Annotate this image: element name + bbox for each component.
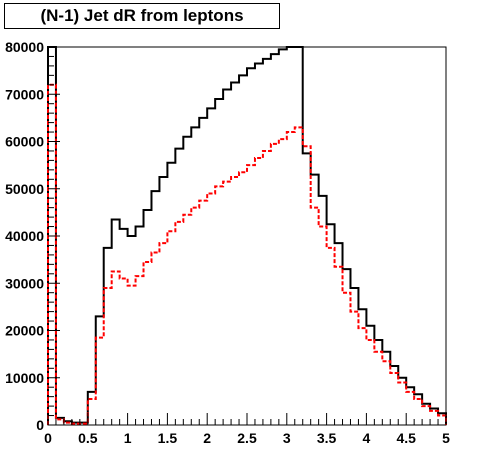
series-line-0 <box>47 46 447 425</box>
x-tick-label: 0 <box>44 430 52 446</box>
plot-frame <box>47 46 447 426</box>
x-tick-label: 2 <box>203 430 211 446</box>
y-tick-label: 60000 <box>5 134 44 150</box>
y-tick-label: 20000 <box>5 323 44 339</box>
ticks-layer: 0 10000 20000 30000 40000 50000 60000 70000 8000… <box>5 39 450 446</box>
x-tick-label: 2.5 <box>237 430 257 446</box>
y-tick-label: 40000 <box>5 228 44 244</box>
x-tick-label: 4 <box>363 430 371 446</box>
x-tick-label: 0.5 <box>78 430 98 446</box>
series-layer <box>47 46 447 425</box>
y-tick-label: 0 <box>36 417 44 433</box>
series-line-1 <box>47 83 447 425</box>
y-tick-label: 70000 <box>5 86 44 102</box>
x-tick-label: 1 <box>124 430 132 446</box>
y-tick-label: 80000 <box>5 39 44 55</box>
x-tick-label: 1.5 <box>158 430 178 446</box>
x-tick-label: 4.5 <box>396 430 416 446</box>
y-tick-label: 30000 <box>5 275 44 291</box>
x-tick-label: 5 <box>442 430 450 446</box>
axes-layer <box>47 46 447 426</box>
y-tick-label: 10000 <box>5 370 44 386</box>
x-tick-label: 3.5 <box>317 430 337 446</box>
chart-title: (N-1) Jet dR from leptons <box>4 3 280 29</box>
x-tick-label: 3 <box>283 430 291 446</box>
y-tick-label: 50000 <box>5 181 44 197</box>
